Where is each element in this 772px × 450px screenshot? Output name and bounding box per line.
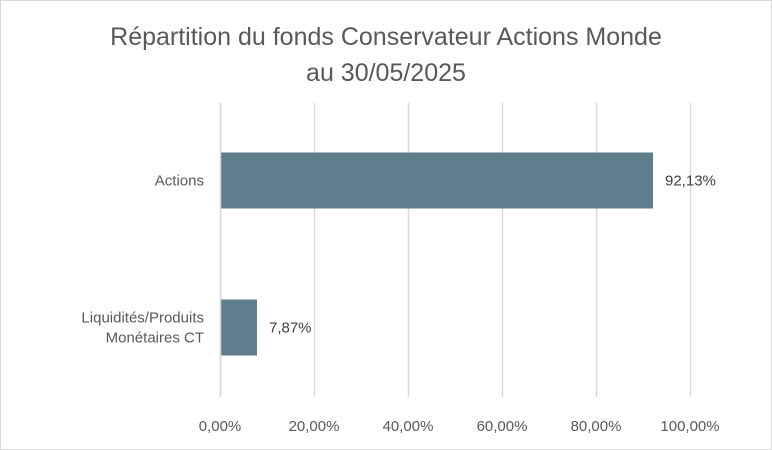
x-tick-label: 20,00% bbox=[289, 418, 340, 435]
category-label: Actions bbox=[155, 173, 204, 190]
data-label: 92,13% bbox=[665, 173, 716, 190]
x-tick-label: 0,00% bbox=[199, 418, 242, 435]
x-tick-label: 80,00% bbox=[571, 418, 622, 435]
bar-1 bbox=[220, 299, 257, 356]
x-tick-label: 60,00% bbox=[477, 418, 528, 435]
bar-0 bbox=[220, 152, 654, 209]
chart-title-line-1: Répartition du fonds Conservateur Action… bbox=[110, 23, 662, 51]
chart-title-line-2: au 30/05/2025 bbox=[306, 59, 466, 87]
x-tick-label: 100,00% bbox=[660, 418, 719, 435]
data-label: 7,87% bbox=[269, 320, 312, 337]
category-label: Monétaires CT bbox=[106, 330, 204, 347]
category-label: Liquidités/Produits bbox=[81, 310, 204, 327]
x-tick-label: 40,00% bbox=[383, 418, 434, 435]
